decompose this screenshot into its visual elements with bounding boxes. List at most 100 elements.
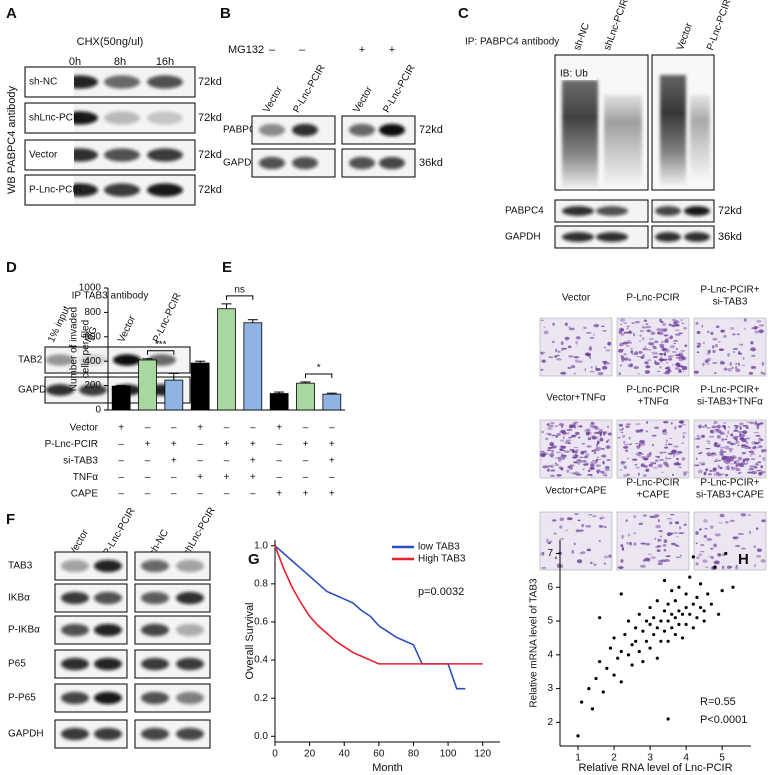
cell [640,564,646,568]
cell [657,562,663,566]
cell [618,423,624,427]
cell [554,462,557,465]
cell [560,341,564,346]
cell [713,460,718,463]
blot-band [61,591,89,605]
cell [619,364,622,367]
cell [574,543,577,545]
x-tick-label: 100 [440,749,457,760]
scatter-point [616,656,620,660]
axis-label: Overall Survival [244,602,256,679]
cell [753,325,758,330]
cell [729,362,732,366]
stat-label: P<0.0001 [700,714,747,726]
cell [759,422,764,425]
row-label: IKBα [8,593,30,604]
cell [721,438,728,441]
cell [550,469,556,472]
y-tick-label: 200 [84,380,101,391]
cell [658,529,663,533]
cell [742,356,745,360]
cell [730,433,734,437]
cell [640,463,645,468]
cell [552,322,555,326]
cell [623,331,628,334]
scatter-point [684,622,688,627]
cell [543,326,546,329]
axis-label: Month [372,762,403,774]
cell [667,355,673,358]
cell [574,359,579,363]
cell [698,452,701,455]
cell [632,333,636,337]
cell [644,370,650,374]
cell [620,544,624,547]
cell [595,459,598,464]
cell [630,349,634,354]
cell [725,458,730,461]
cell [675,324,680,327]
cell [761,361,765,366]
ub-smear [604,95,642,187]
cell [547,446,553,450]
scatter-point [637,612,641,616]
cell [635,452,642,456]
blot-band [141,591,169,605]
cell [663,352,667,356]
cell [671,351,677,353]
cell [695,321,699,325]
blot-band [684,206,710,216]
cell [667,452,673,455]
cell [744,457,750,461]
cell [667,368,671,373]
bar [164,379,184,411]
cell [753,564,756,568]
cell [716,424,721,429]
cell [579,551,583,555]
cell [542,551,545,556]
cell [730,466,734,469]
condition-mark: – [118,456,124,467]
condition-mark: + [276,423,282,434]
cell [668,323,672,326]
cell [716,435,721,439]
cell [676,457,679,461]
cell [741,451,747,455]
cell [596,456,600,459]
scatter-point [662,609,667,613]
cell [642,474,647,477]
cell [698,425,702,429]
blot-band [94,559,122,573]
cell [595,446,601,449]
cell [663,461,668,465]
cell [669,513,675,516]
significance-bracket [147,350,175,355]
cell [665,337,672,339]
condition-mark: – [224,423,230,434]
cell [545,437,549,441]
cell [601,454,607,458]
cell [710,331,714,335]
cell [648,463,653,467]
cell [758,441,761,444]
cell [649,515,655,518]
cell [710,555,714,560]
cell [675,545,681,548]
cell [709,525,714,529]
cell [671,318,677,322]
cell [676,347,678,351]
cell [681,322,685,325]
cell [646,557,651,562]
significance-label: * [317,363,321,374]
cell [586,431,592,435]
cell [546,468,550,472]
cell [716,444,721,448]
cell [738,472,743,474]
cell [577,436,581,439]
cell [669,335,673,340]
axis-label: Relative mRNA level of TAB3 [529,578,540,708]
bar [296,382,315,411]
scatter-point [623,632,627,637]
cell [746,461,749,464]
scatter-point [670,612,674,616]
